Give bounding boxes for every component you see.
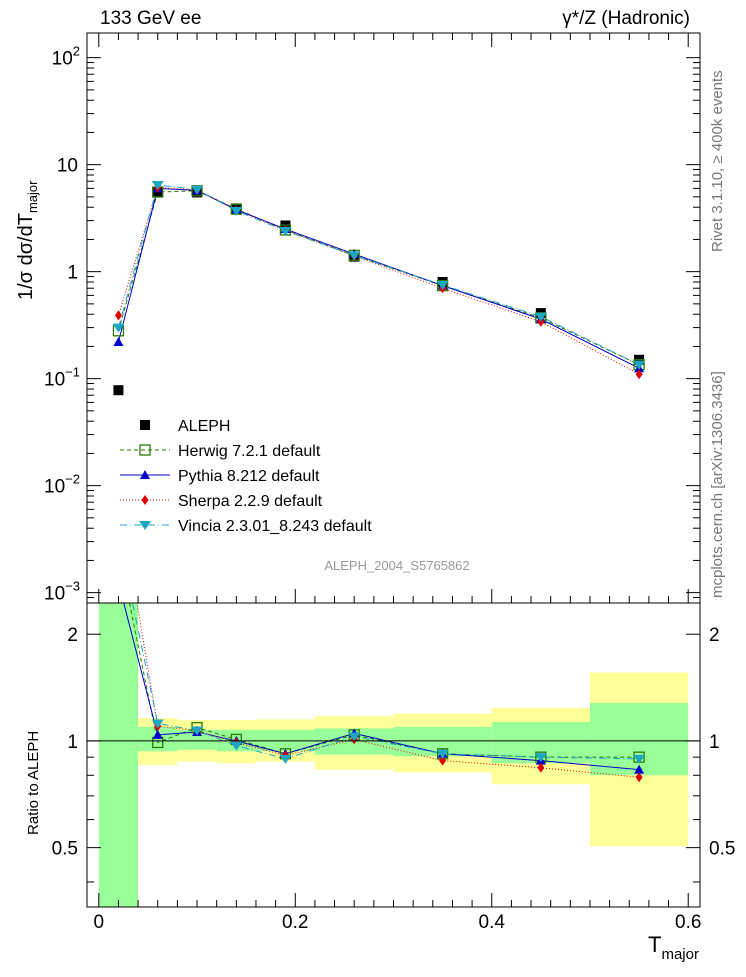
ratio-ytick-label-right-0: 0.5 (709, 839, 735, 860)
main-point-sherpa-8 (635, 369, 643, 380)
ratio-point-vincia-7 (534, 753, 547, 763)
main-line-pythia (117, 187, 640, 369)
ratio-ytick-label-left-1: 1 (67, 732, 78, 753)
main-ytick-exp-2: −1 (65, 365, 80, 380)
main-ytick-base-2: 10 (44, 370, 65, 391)
ratio-point-sherpa-8 (635, 772, 643, 783)
ratio-point-pythia-8 (634, 764, 645, 774)
ratio-point-vincia-2 (191, 726, 204, 736)
mcplots-label: mcplots.cern.ch [arXiv:1306.3436] (709, 371, 726, 598)
main-panel-series (112, 181, 646, 396)
rivet-version-label: Rivet 3.1.10, ≥ 400k events (709, 70, 726, 252)
ratio-point-vincia-4 (279, 754, 292, 764)
main-point-vincia-4 (279, 226, 292, 236)
ratio-point-sherpa-7 (537, 762, 545, 773)
header-left-label: 133 GeV ee (100, 8, 201, 29)
ratio-point-sherpa-0 (115, 488, 122, 498)
ratio-line-sherpa (136, 603, 640, 778)
main-y-axis-label-text: 1/σ dσ/dT (15, 213, 37, 300)
x-axis-label-sub: major (661, 946, 699, 963)
main-point-pythia-0 (113, 337, 124, 347)
main-y-axis-label-sub: major (25, 180, 40, 213)
x-axis-label: Tmajor (648, 932, 699, 963)
ratio-point-vincia-0 (112, 531, 124, 540)
main-ytick-exp-1: −2 (65, 472, 80, 487)
legend-marker-vincia (139, 521, 151, 530)
main-point-aleph-0 (113, 385, 124, 396)
ratio-ytick-label-right-1: 1 (709, 732, 720, 753)
ratio-y-axis-label: Ratio to ALEPH (25, 731, 42, 835)
ratio-ytick-label-left-2: 2 (67, 625, 78, 646)
ratio-point-vincia-6 (436, 749, 449, 759)
legend-marker-aleph (140, 420, 150, 430)
main-ytick-label-4: 10 (57, 156, 78, 177)
ratio-point-vincia-1 (151, 719, 164, 729)
ratio-point-sherpa-6 (439, 755, 447, 766)
main-line-sherpa (117, 187, 640, 375)
ratio-ytick-label-right-2: 2 (709, 625, 720, 646)
legend-marker-herwig (139, 444, 151, 456)
legend-label-herwig: Herwig 7.2.1 default (178, 443, 321, 460)
ratio-point-vincia-8 (633, 754, 646, 764)
band-inner-0 (98, 603, 139, 907)
ratio-ytick-label-left-0: 0.5 (52, 839, 78, 860)
main-point-vincia-5 (348, 251, 361, 261)
x-tick-label-3: 0.6 (675, 912, 701, 933)
main-point-vincia-0 (112, 323, 125, 333)
main-line-herwig (117, 190, 640, 366)
legend-marker-pythia (140, 470, 150, 479)
main-ytick-label-2: 10−1 (44, 365, 80, 391)
legend-label-aleph: ALEPH (178, 418, 230, 435)
main-ytick-label-0: 10−3 (44, 579, 80, 605)
legend-marker-sherpa (141, 495, 149, 505)
main-point-sherpa-0 (114, 310, 122, 321)
ratio-point-vincia-5 (348, 732, 361, 742)
x-tick-label-0: 0 (93, 912, 104, 933)
x-axis-label-text: T (648, 932, 661, 957)
main-ytick-base-5: 10 (52, 49, 73, 70)
main-point-vincia-6 (436, 281, 449, 291)
ratio-point-pythia-0 (113, 577, 123, 586)
main-ytick-base-1: 10 (44, 477, 65, 498)
legend: ALEPH Herwig 7.2.1 default Pythia 8.212 de… (120, 418, 372, 535)
main-y-axis-label: 1/σ dσ/dTmajor (15, 180, 40, 300)
x-tick-label-2: 0.4 (479, 912, 506, 933)
main-point-vincia-3 (230, 206, 243, 216)
main-ytick-exp-0: −3 (65, 579, 80, 594)
header-right-label: γ*/Z (Hadronic) (562, 8, 690, 29)
analysis-id-label: ALEPH_2004_S5765862 (324, 558, 469, 573)
main-ytick-label-3: 1 (67, 263, 78, 284)
main-ytick-label-1: 10−2 (44, 472, 80, 498)
main-point-sherpa-7 (537, 316, 545, 327)
legend-label-pythia: Pythia 8.212 default (178, 468, 320, 485)
main-ytick-exp-5: 2 (73, 44, 80, 59)
main-ytick-base-0: 10 (44, 584, 65, 605)
legend-label-vincia: Vincia 2.3.01_8.243 default (178, 518, 372, 535)
band-inner-8 (589, 702, 689, 776)
main-line-vincia (117, 184, 640, 366)
main-point-vincia-8 (633, 360, 646, 370)
main-ytick-label-5: 102 (52, 44, 80, 70)
main-point-vincia-1 (151, 181, 164, 191)
main-point-vincia-2 (191, 185, 204, 195)
ratio-point-vincia-3 (230, 741, 243, 751)
main-point-vincia-7 (534, 312, 547, 322)
x-tick-label-1: 0.2 (282, 912, 308, 933)
legend-label-sherpa: Sherpa 2.2.9 default (178, 493, 323, 510)
ratio-panel-series (112, 488, 646, 783)
ratio-point-pythia-1 (152, 729, 163, 739)
ratio-point-herwig-0 (113, 543, 123, 553)
ratio-uncertainty-bands (98, 603, 689, 907)
